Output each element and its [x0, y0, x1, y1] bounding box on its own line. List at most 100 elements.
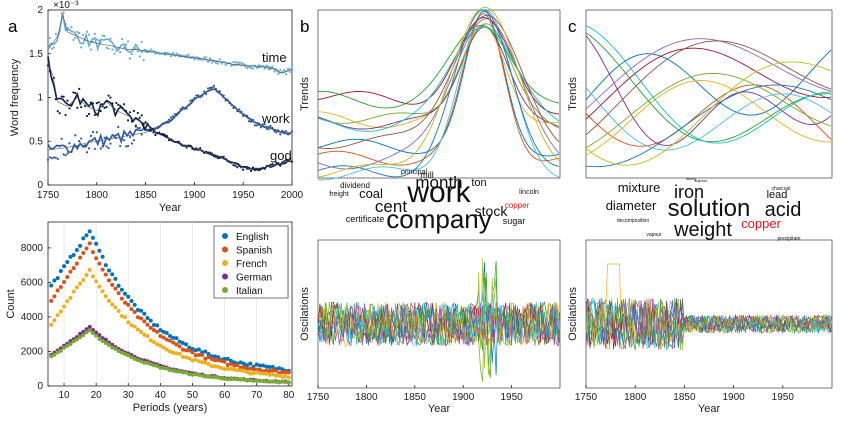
- data-point: [62, 280, 67, 285]
- data-point: [285, 73, 288, 76]
- data-point: [90, 327, 95, 332]
- data-point: [123, 103, 126, 106]
- data-point: [62, 95, 65, 98]
- trend-line: [317, 9, 560, 181]
- data-point: [280, 367, 285, 372]
- wordcloud-word: sulphur: [694, 178, 708, 183]
- data-point: [206, 374, 211, 379]
- data-point: [205, 56, 208, 59]
- x-axis-label: Periods (years): [133, 402, 208, 414]
- data-point: [222, 356, 227, 361]
- data-point: [270, 372, 275, 377]
- data-point: [113, 286, 118, 291]
- x-tick-label: 70: [251, 390, 263, 401]
- data-point: [210, 61, 214, 64]
- x-axis-label: Year: [698, 403, 721, 415]
- data-point: [97, 336, 102, 341]
- data-point: [66, 152, 69, 155]
- data-point: [78, 243, 83, 248]
- data-point: [121, 38, 124, 41]
- data-point: [68, 341, 73, 346]
- data-point: [139, 308, 144, 313]
- data-point: [238, 61, 241, 64]
- data-point: [222, 155, 225, 158]
- data-point: [232, 163, 235, 167]
- data-point: [171, 335, 176, 340]
- data-point: [264, 371, 269, 376]
- data-point: [145, 316, 150, 321]
- y-tick-label: 8000: [21, 243, 44, 254]
- data-point: [245, 369, 250, 374]
- data-point: [185, 54, 188, 57]
- data-point: [241, 361, 246, 366]
- data-point: [200, 353, 205, 358]
- data-point: [56, 157, 59, 161]
- data-point: [58, 112, 61, 115]
- data-point: [107, 343, 111, 348]
- data-point: [94, 330, 99, 335]
- data-point: [103, 341, 108, 346]
- data-point: [119, 296, 124, 301]
- data-point: [123, 139, 126, 142]
- data-point: [78, 335, 83, 340]
- data-point: [241, 377, 246, 382]
- data-point: [257, 363, 262, 368]
- data-point: [277, 366, 282, 371]
- data-point: [90, 330, 95, 335]
- data-point: [193, 357, 198, 362]
- data-point: [212, 354, 217, 359]
- data-point: [97, 333, 102, 338]
- data-point: [99, 147, 102, 150]
- oscillation-line: [317, 301, 561, 348]
- data-point: [128, 111, 132, 114]
- data-point: [267, 372, 272, 377]
- wordcloud-word: acid: [765, 199, 802, 221]
- data-point: [151, 323, 156, 328]
- data-point: [87, 33, 91, 36]
- data-point: [116, 283, 121, 288]
- y-tick-label: 6000: [21, 277, 44, 288]
- data-point: [130, 142, 134, 145]
- data-point: [208, 57, 212, 60]
- trend-line: [585, 32, 832, 143]
- data-point: [286, 370, 291, 375]
- data-point: [94, 333, 99, 338]
- data-point: [93, 113, 96, 117]
- data-point: [52, 294, 57, 299]
- data-point: [81, 236, 86, 241]
- data-point: [132, 302, 137, 307]
- data-point: [257, 367, 262, 372]
- data-point: [193, 372, 198, 377]
- data-point: [68, 269, 73, 274]
- data-point: [251, 378, 256, 383]
- x-tick-label: 1900: [183, 190, 206, 201]
- data-point: [241, 368, 246, 373]
- data-point: [134, 125, 137, 128]
- data-point: [229, 361, 233, 366]
- data-point: [267, 68, 270, 71]
- data-point: [126, 119, 130, 122]
- data-point: [247, 120, 251, 123]
- data-point: [200, 360, 205, 365]
- trends-frame: [317, 9, 561, 179]
- data-point: [168, 338, 172, 343]
- y-tick-label: 0: [37, 180, 43, 191]
- data-point: [212, 84, 216, 87]
- data-point: [281, 129, 284, 132]
- y-tick-label: 2000: [21, 346, 44, 357]
- oscillation-line: [585, 298, 833, 350]
- wordcloud-word: lincoln: [519, 189, 539, 196]
- series-label-time: time: [262, 50, 287, 65]
- data-point: [91, 130, 94, 134]
- data-point: [235, 368, 240, 373]
- data-point: [220, 62, 223, 65]
- data-point: [203, 356, 208, 361]
- data-point: [273, 373, 278, 378]
- data-point: [52, 352, 57, 357]
- data-point: [148, 325, 153, 330]
- data-point: [89, 48, 93, 51]
- data-point: [60, 95, 63, 98]
- y-tick-label: 0: [37, 381, 43, 392]
- data-point: [257, 371, 262, 376]
- data-point: [234, 164, 237, 167]
